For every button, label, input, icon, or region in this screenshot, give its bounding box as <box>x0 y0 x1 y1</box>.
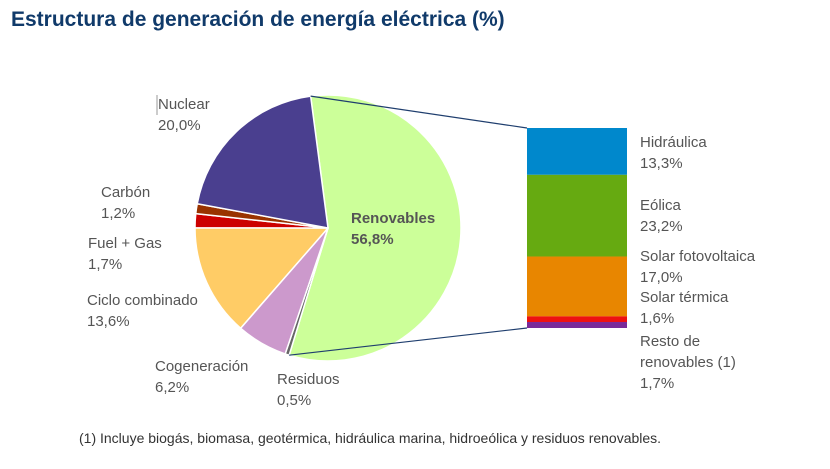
label-nuclear: Nuclear 20,0% <box>158 96 210 134</box>
label-hidraulica: Hidráulica 13,3% <box>640 134 707 172</box>
pie-slice-renovables <box>288 94 462 362</box>
pie-slice-nuclear <box>196 95 329 229</box>
labels: Renovables 56,8% Residuos 0,5% Cogeneración 6… <box>87 95 756 409</box>
label-residuos: Residuos 0,5% <box>277 371 340 409</box>
label-solar-fotovoltaica: Solar fotovoltaica 17,0% <box>640 248 756 286</box>
label-carbon: Carbón 1,2% <box>101 184 150 222</box>
connector-lines <box>289 95 528 356</box>
footnote: (1) Incluye biogás, biomasa, geotérmica,… <box>79 430 662 446</box>
connector-line-bottom <box>289 327 528 356</box>
label-renovables: Renovables 56,8% <box>351 210 435 248</box>
bar-segment-hidraulica <box>527 128 627 175</box>
label-fuel-gas: Fuel + Gas 1,7% <box>88 235 162 273</box>
label-cogeneracion: Cogeneración 6,2% <box>155 358 248 396</box>
pie <box>194 94 462 362</box>
label-ciclo-combinado: Ciclo combinado 13,6% <box>87 292 198 330</box>
breakdown-stacked-bar <box>527 128 627 328</box>
label-resto-de-renovables-1: Resto de renovables (1) 1,7% <box>640 333 736 392</box>
bar-segment-solar-termica <box>527 316 627 323</box>
bar-segment-eolica <box>527 174 627 257</box>
label-eolica: Eólica 23,2% <box>640 197 683 235</box>
bar-segment-resto-de-renovables-1 <box>527 322 627 328</box>
bar-segment-solar-fotovoltaica <box>527 256 627 317</box>
pie-slice-ciclo-combinado <box>194 227 329 329</box>
connector-line-top <box>310 95 528 129</box>
label-solar-termica: Solar térmica 1,6% <box>640 289 729 327</box>
chart-title: Estructura de generación de energía eléc… <box>11 8 505 31</box>
